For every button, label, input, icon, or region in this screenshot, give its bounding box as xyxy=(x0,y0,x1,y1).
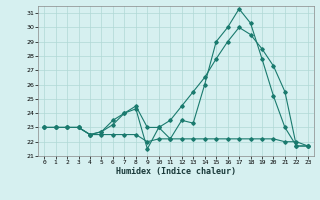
X-axis label: Humidex (Indice chaleur): Humidex (Indice chaleur) xyxy=(116,167,236,176)
